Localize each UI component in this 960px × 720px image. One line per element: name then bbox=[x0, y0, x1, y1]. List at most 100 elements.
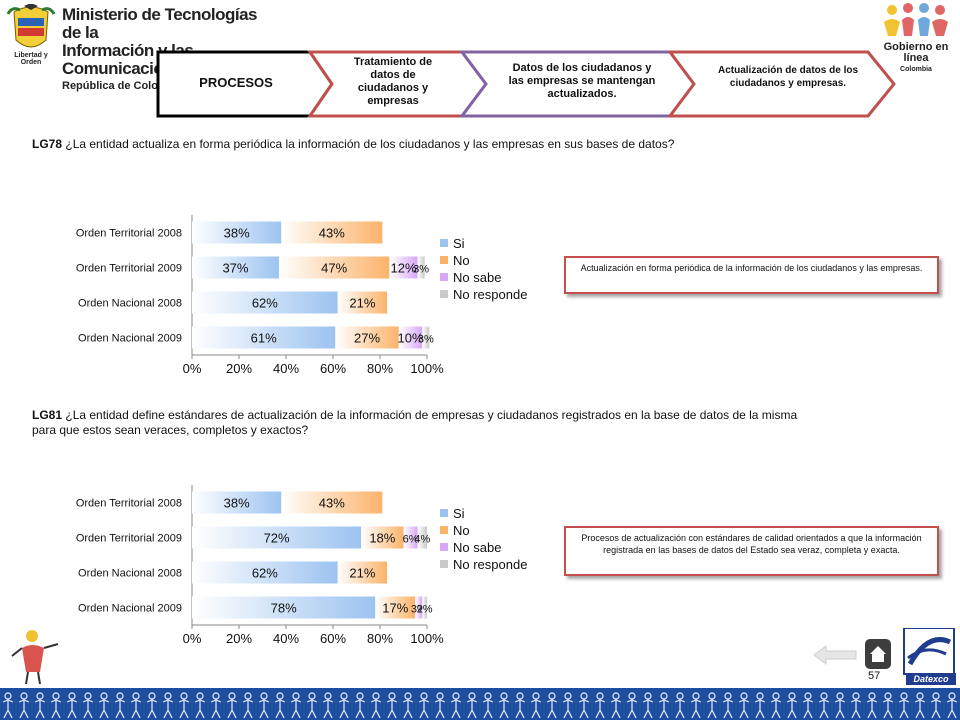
x-tick-label: 20% bbox=[226, 631, 252, 646]
strip-figure bbox=[34, 692, 46, 719]
data-label: 27% bbox=[354, 331, 380, 346]
bar-segment-no-sabe bbox=[389, 256, 418, 279]
x-tick-label: 80% bbox=[367, 361, 393, 376]
strip-figure bbox=[338, 692, 350, 719]
process-chevrons bbox=[156, 50, 896, 118]
strip-figure bbox=[594, 692, 606, 719]
strip-figure bbox=[162, 692, 174, 719]
gobierno-line1: Gobierno en línea bbox=[883, 41, 949, 64]
strip-figure bbox=[258, 692, 270, 719]
question-lg78-text: ¿La entidad actualiza en forma periódica… bbox=[65, 137, 675, 151]
strip-figure bbox=[466, 692, 478, 719]
strip-figure bbox=[434, 692, 446, 719]
chevron-step-4[interactable] bbox=[667, 50, 896, 118]
gobierno-text: Gobierno en línea Colombia bbox=[876, 42, 956, 75]
bar-segment-no-responde bbox=[422, 326, 430, 349]
step-2-label: Tratamiento de datos de ciudadanos y emp… bbox=[353, 56, 433, 107]
chart-lg78: 0% 20% 40% 60% 80% 100% Orden Territorial 2008… bbox=[76, 215, 527, 376]
legend-swatch bbox=[440, 509, 448, 517]
strip-figure bbox=[706, 692, 718, 719]
data-label: 12% bbox=[390, 261, 416, 276]
strip-figure bbox=[658, 692, 670, 719]
question-lg81-code: LG81 bbox=[32, 408, 63, 422]
home-icon[interactable] bbox=[865, 639, 891, 669]
bar-segment-si bbox=[192, 526, 362, 549]
coat-caption: Libertad y Orden bbox=[14, 52, 48, 66]
x-tick-label: 60% bbox=[320, 631, 346, 646]
ministry-line1: Ministerio de Tecnologías de la bbox=[62, 5, 258, 42]
page-number: 57 bbox=[868, 670, 881, 682]
legend-label: No sabe bbox=[453, 270, 501, 285]
strip-figure bbox=[690, 692, 702, 719]
bar-segment-si bbox=[192, 491, 282, 514]
x-tick-label: 40% bbox=[273, 631, 299, 646]
legend-label: No bbox=[453, 523, 470, 538]
strip-figure bbox=[306, 692, 318, 719]
data-label: 47% bbox=[321, 261, 347, 276]
legend-swatch bbox=[440, 256, 448, 264]
bar-segment-no-responde bbox=[417, 256, 425, 279]
strip-figure bbox=[818, 692, 830, 719]
bar-segment-si bbox=[192, 291, 338, 314]
data-label: 38% bbox=[224, 226, 250, 241]
strip-figure bbox=[482, 692, 494, 719]
strip-figure bbox=[882, 692, 894, 719]
strip-figure bbox=[610, 692, 622, 719]
strip-figure bbox=[146, 692, 158, 719]
question-lg78: LG78 ¿La entidad actualiza en forma peri… bbox=[32, 137, 792, 152]
strip-figure bbox=[66, 692, 78, 719]
legend-label: Si bbox=[453, 236, 465, 251]
legend-swatch bbox=[440, 273, 448, 281]
strip-figure bbox=[2, 692, 14, 719]
question-lg81: LG81 ¿La entidad define estándares de ac… bbox=[32, 408, 802, 438]
strip-figure bbox=[450, 692, 462, 719]
legend-swatch bbox=[440, 290, 448, 298]
data-label: 3% bbox=[413, 264, 429, 276]
strip-figure bbox=[578, 692, 590, 719]
bar-segment-no-sabe bbox=[398, 326, 423, 349]
strip-figure bbox=[834, 692, 846, 719]
bar-segment-no bbox=[361, 526, 404, 549]
legend-swatch bbox=[440, 560, 448, 568]
legend-swatch bbox=[440, 239, 448, 247]
strip-figure bbox=[914, 692, 926, 719]
data-label: 21% bbox=[349, 296, 375, 311]
strip-figure bbox=[274, 692, 286, 719]
strip-figure bbox=[386, 692, 398, 719]
strip-figure bbox=[674, 692, 686, 719]
data-label: 18% bbox=[369, 531, 395, 546]
step-1-label: PROCESOS bbox=[199, 75, 273, 90]
x-tick-label: 20% bbox=[226, 361, 252, 376]
gobierno-line2: Colombia bbox=[900, 66, 932, 73]
strip-figure bbox=[898, 692, 910, 719]
bar-segment-no bbox=[375, 596, 416, 619]
bar-segment-no bbox=[281, 491, 383, 514]
strip-figure bbox=[738, 692, 750, 719]
strip-figure bbox=[82, 692, 94, 719]
x-tick-label: 0% bbox=[183, 631, 202, 646]
data-label: 62% bbox=[252, 566, 278, 581]
strip-figure bbox=[930, 692, 942, 719]
bar-segment-no-responde bbox=[422, 596, 427, 619]
callout-lg78: Actualización en forma periódica de la i… bbox=[564, 256, 939, 294]
back-arrow-icon[interactable] bbox=[812, 644, 858, 666]
strip-figure bbox=[562, 692, 574, 719]
bar-segment-no-sabe bbox=[415, 596, 423, 619]
step-4-label: Actualización de datos de los ciudadanos… bbox=[717, 65, 859, 89]
bar-segment-no bbox=[278, 256, 390, 279]
chart-lg81: 0% 20% 40% 60% 80% 100% Orden Territorial 2008… bbox=[76, 485, 527, 646]
strip-figure bbox=[514, 692, 526, 719]
bar-segment-no-responde bbox=[417, 526, 427, 549]
x-tick-label: 100% bbox=[410, 631, 444, 646]
strip-figure bbox=[786, 692, 798, 719]
category-label: Orden Nacional 2008 bbox=[78, 568, 182, 580]
callout-lg81: Procesos de actualización con estándares… bbox=[564, 526, 939, 576]
strip-figure bbox=[546, 692, 558, 719]
strip-figure bbox=[770, 692, 782, 719]
data-label: 61% bbox=[251, 331, 277, 346]
data-label: 21% bbox=[349, 566, 375, 581]
legend-label: No responde bbox=[453, 287, 527, 302]
category-label: Orden Territorial 2009 bbox=[76, 263, 182, 275]
question-lg81-text: ¿La entidad define estándares de actuali… bbox=[32, 408, 798, 437]
strip-figure bbox=[178, 692, 190, 719]
